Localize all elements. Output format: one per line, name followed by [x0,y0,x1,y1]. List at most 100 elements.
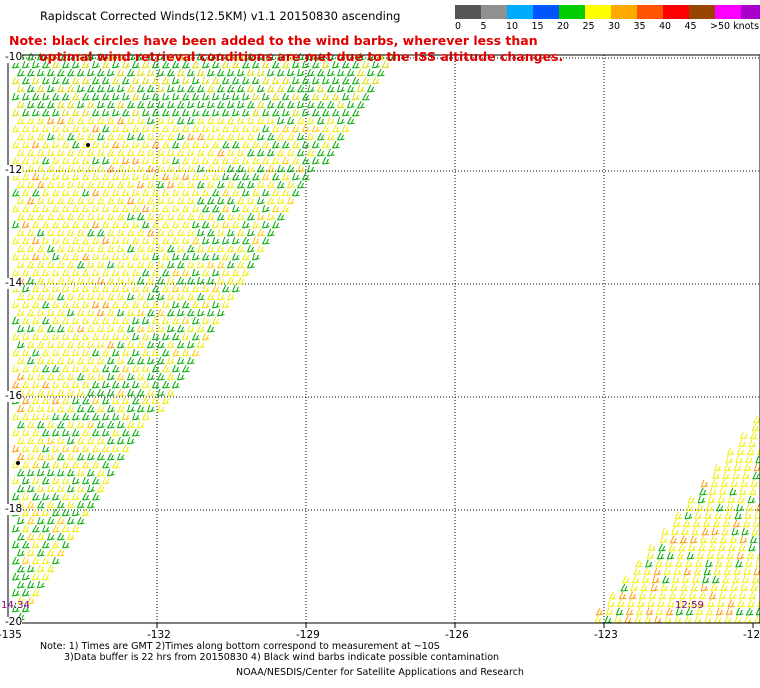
wind-barb [157,180,165,189]
wind-barb [167,244,175,253]
wind-barb [47,548,55,557]
wind-barb [77,484,85,493]
wind-barb [322,140,330,149]
wind-barb [227,116,235,125]
wind-barb [212,268,220,277]
wind-barb [87,468,95,477]
wind-barb [292,108,300,117]
wind-barb [77,84,85,93]
wind-barb [177,116,185,125]
wind-barb [177,164,185,173]
wind-barb [72,140,80,149]
wind-barb [72,300,80,309]
wind-barb [27,420,35,429]
wind-barb [645,607,654,616]
wind-barb [32,252,40,261]
wind-barb [307,148,315,157]
wind-barb [192,300,200,309]
wind-barb [82,364,90,373]
wind-barb [57,404,65,413]
wind-barb [232,124,240,133]
wind-barb [342,76,350,85]
wind-barb [27,196,35,205]
wind-barb [142,396,150,405]
wind-barb [292,172,300,181]
wind-barb [222,156,230,165]
wind-barb [730,583,739,592]
wind-barb [177,340,185,349]
wind-barb [77,340,85,349]
wind-barb [142,92,150,101]
wind-barb [122,172,130,181]
wind-barb [192,220,200,229]
wind-barb [262,108,270,117]
wind-barb [137,164,145,173]
wind-barb [725,607,734,616]
wind-barb [732,519,741,528]
wind-barb [242,92,250,101]
wind-barb [42,508,50,517]
wind-barb [97,308,105,317]
wind-barb [12,76,20,85]
wind-barb [689,535,698,544]
wind-barb [22,236,30,245]
wind-barb [237,84,245,93]
wind-barb [192,124,200,133]
wind-barb [705,607,714,616]
wind-barb [132,348,140,357]
wind-barb [22,428,30,437]
wind-barb [57,532,65,541]
wind-barb [714,615,722,624]
wind-barb [312,124,320,133]
wind-barb [52,396,60,405]
wind-barb [72,492,80,501]
wind-barb [122,364,130,373]
wind-barb [197,340,205,349]
wind-barb [167,228,175,237]
wind-barb [122,396,130,405]
wind-barb [117,132,125,141]
wind-barb [695,607,704,616]
wind-barb [47,532,55,541]
wind-barb [742,575,750,584]
wind-barb [97,324,105,333]
wind-barb [212,220,220,229]
wind-barb [267,148,275,157]
wind-barb [52,124,60,133]
wind-barb [12,428,20,437]
wind-barb [662,575,670,584]
wind-barb [172,252,180,261]
wind-barb [187,68,195,77]
wind-barb [82,284,90,293]
wind-barb [207,52,215,61]
wind-barb [67,356,75,365]
wind-barb [715,607,724,616]
wind-barb [67,468,75,477]
wind-barb [232,204,240,213]
wind-barb [37,212,45,221]
wind-barb [182,236,190,245]
wind-barb [312,92,320,101]
wind-barb [172,300,180,309]
wind-barb [736,551,745,560]
wind-barb [277,84,285,93]
wind-barb [52,540,60,549]
wind-barb [92,332,100,341]
wind-barb [82,412,90,421]
wind-barb [312,60,320,69]
wind-barb [633,567,642,576]
wind-barb [302,76,310,85]
wind-barb [272,188,280,197]
wind-barb [117,180,125,189]
wind-barb [137,372,145,381]
wind-barb [655,607,664,616]
wind-barb [112,428,120,437]
wind-barb [317,132,325,141]
wind-barb [47,564,55,573]
wind-barb [62,124,70,133]
wind-barb [102,332,110,341]
wind-barb [666,551,675,560]
wind-barb [37,420,45,429]
wind-barb [237,260,245,269]
wind-barb [22,540,30,549]
